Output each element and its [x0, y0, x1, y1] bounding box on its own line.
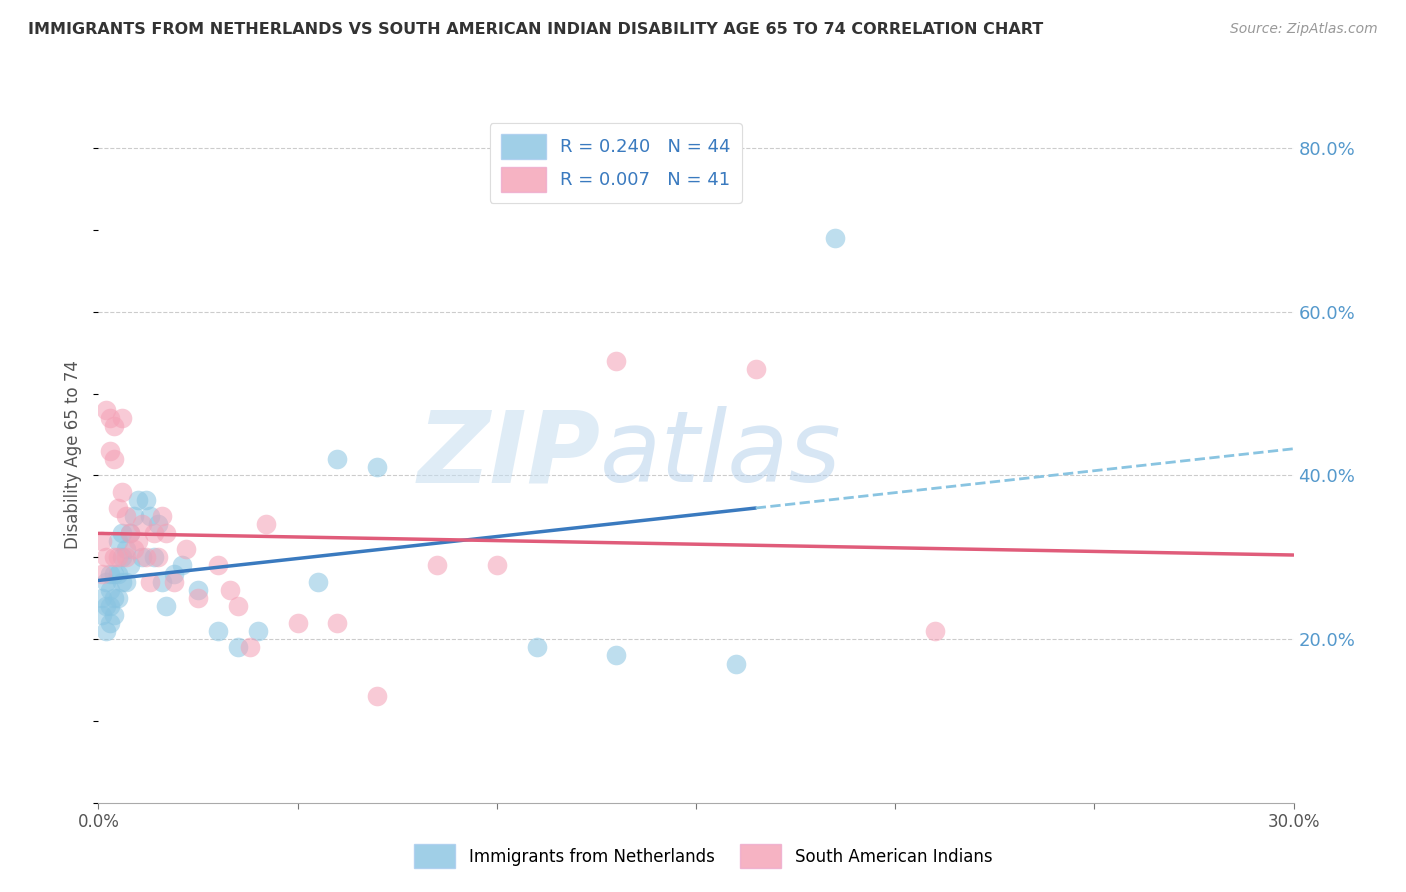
Point: [96, 624, 118, 638]
Point: [148, 517, 170, 532]
Point: [605, 648, 627, 663]
Point: [148, 550, 170, 565]
Point: [246, 624, 269, 638]
Point: [107, 550, 129, 565]
Point: [111, 550, 134, 565]
Point: [107, 591, 129, 606]
Point: [115, 542, 138, 557]
Point: [150, 574, 173, 589]
Point: [724, 657, 747, 671]
Point: [96, 550, 118, 565]
Legend: Immigrants from Netherlands, South American Indians: Immigrants from Netherlands, South Ameri…: [408, 838, 998, 875]
Point: [163, 566, 186, 581]
Point: [287, 615, 309, 630]
Point: [91, 607, 114, 622]
Point: [127, 492, 149, 507]
Point: [111, 411, 134, 425]
Point: [111, 484, 134, 499]
Point: [155, 599, 177, 614]
Point: [120, 558, 142, 573]
Point: [924, 624, 946, 638]
Point: [107, 533, 129, 548]
Point: [96, 403, 118, 417]
Point: [103, 419, 125, 434]
Point: [187, 591, 209, 606]
Point: [254, 517, 277, 532]
Point: [100, 566, 122, 581]
Point: [103, 591, 125, 606]
Text: ZIP: ZIP: [418, 407, 600, 503]
Point: [226, 599, 249, 614]
Point: [131, 517, 153, 532]
Text: atlas: atlas: [600, 407, 842, 503]
Point: [526, 640, 548, 655]
Point: [172, 558, 194, 573]
Text: IMMIGRANTS FROM NETHERLANDS VS SOUTH AMERICAN INDIAN DISABILITY AGE 65 TO 74 COR: IMMIGRANTS FROM NETHERLANDS VS SOUTH AME…: [28, 22, 1043, 37]
Point: [155, 525, 177, 540]
Point: [139, 509, 162, 524]
Point: [91, 533, 114, 548]
Point: [115, 550, 138, 565]
Point: [120, 525, 142, 540]
Point: [127, 533, 149, 548]
Point: [143, 525, 166, 540]
Point: [426, 558, 449, 573]
Point: [326, 452, 349, 467]
Point: [124, 542, 146, 557]
Point: [745, 362, 768, 376]
Point: [135, 550, 157, 565]
Legend: R = 0.240   N = 44, R = 0.007   N = 41: R = 0.240 N = 44, R = 0.007 N = 41: [489, 123, 741, 203]
Point: [139, 574, 162, 589]
Point: [366, 690, 388, 704]
Point: [103, 452, 125, 467]
Point: [326, 615, 349, 630]
Point: [100, 599, 122, 614]
Point: [120, 525, 142, 540]
Text: Source: ZipAtlas.com: Source: ZipAtlas.com: [1230, 22, 1378, 37]
Point: [174, 542, 197, 557]
Point: [100, 443, 122, 458]
Point: [135, 492, 157, 507]
Point: [111, 574, 134, 589]
Point: [366, 460, 388, 475]
Point: [307, 574, 329, 589]
Point: [187, 582, 209, 597]
Point: [107, 501, 129, 516]
Point: [96, 574, 118, 589]
Point: [100, 411, 122, 425]
Y-axis label: Disability Age 65 to 74: Disability Age 65 to 74: [65, 360, 83, 549]
Point: [605, 353, 627, 368]
Point: [96, 599, 118, 614]
Point: [103, 550, 125, 565]
Point: [143, 550, 166, 565]
Point: [91, 591, 114, 606]
Point: [226, 640, 249, 655]
Point: [239, 640, 262, 655]
Point: [150, 509, 173, 524]
Point: [131, 550, 153, 565]
Point: [207, 558, 229, 573]
Point: [100, 615, 122, 630]
Point: [115, 509, 138, 524]
Point: [207, 624, 229, 638]
Point: [219, 582, 242, 597]
Point: [103, 607, 125, 622]
Point: [485, 558, 508, 573]
Point: [91, 566, 114, 581]
Point: [124, 509, 146, 524]
Point: [100, 582, 122, 597]
Point: [111, 525, 134, 540]
Point: [103, 566, 125, 581]
Point: [115, 574, 138, 589]
Point: [107, 566, 129, 581]
Point: [163, 574, 186, 589]
Point: [824, 231, 846, 245]
